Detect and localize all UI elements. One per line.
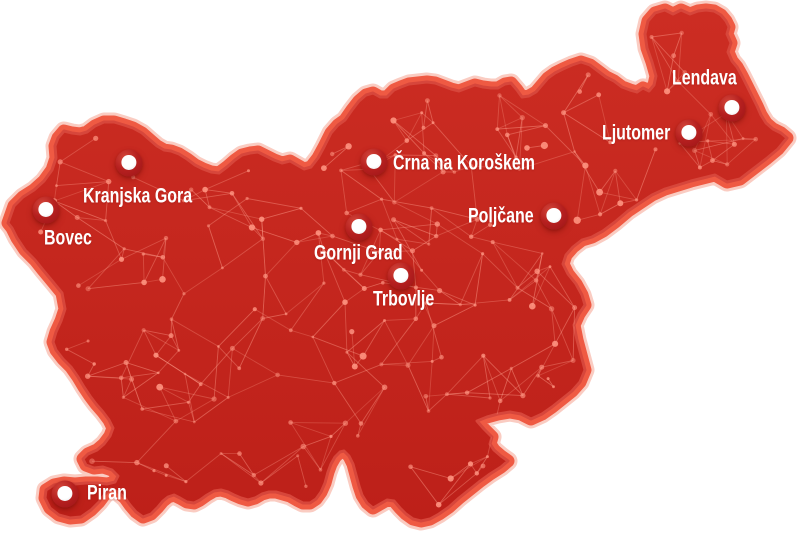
city-marker-trbovlje[interactable] — [387, 262, 415, 290]
marker-core-icon — [56, 485, 72, 501]
city-label-trbovlje: Trbovlje — [373, 287, 435, 311]
city-marker-poljcane[interactable] — [540, 202, 568, 230]
city-marker-ljutomer[interactable] — [675, 119, 703, 147]
city-marker-lendava[interactable] — [718, 94, 746, 122]
marker-core-icon — [723, 99, 739, 115]
marker-core-icon — [392, 267, 408, 283]
city-label-bovec: Bovec — [44, 226, 92, 250]
city-label-piran: Piran — [87, 481, 127, 505]
city-marker-bovec[interactable] — [32, 196, 60, 224]
marker-core-icon — [680, 124, 696, 140]
city-label-poljcane: Poljčane — [468, 204, 534, 228]
marker-core-icon — [37, 201, 53, 217]
city-label-kranjska-gora: Kranjska Gora — [83, 184, 193, 208]
city-marker-kranjska-gora[interactable] — [115, 149, 143, 177]
marker-core-icon — [350, 218, 366, 234]
marker-core-icon — [120, 154, 136, 170]
city-marker-piran[interactable] — [51, 480, 79, 508]
city-label-ljutomer: Ljutomer — [602, 121, 671, 145]
city-label-crna-na-koroskem: Črna na Koroškem — [393, 151, 535, 175]
network-pattern — [38, 30, 758, 508]
city-marker-gornji-grad[interactable] — [345, 213, 373, 241]
city-marker-crna-na-koroskem[interactable] — [360, 148, 388, 176]
city-label-lendava: Lendava — [672, 66, 737, 90]
marker-core-icon — [365, 153, 381, 169]
marker-core-icon — [545, 207, 561, 223]
city-label-gornji-grad: Gornji Grad — [314, 241, 403, 265]
